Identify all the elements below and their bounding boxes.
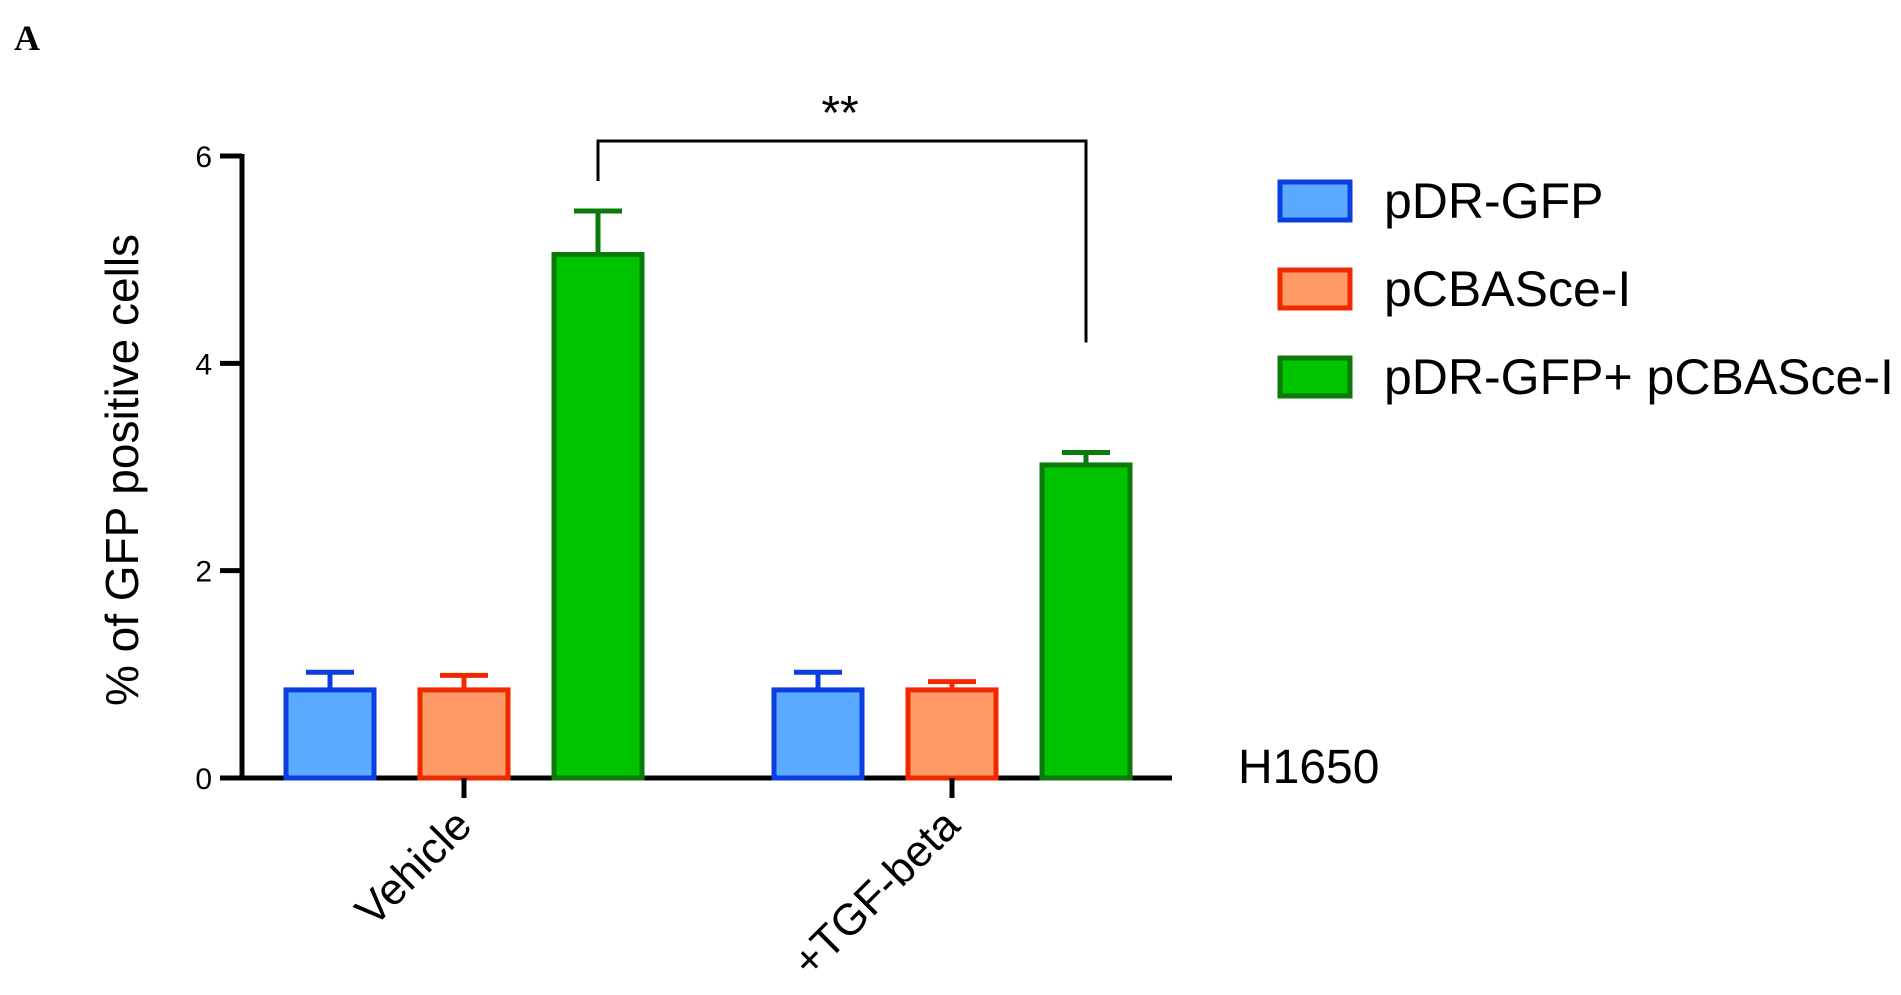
cell-line-label: H1650 <box>1238 741 1379 794</box>
y-axis-title: % of GFP positive cells <box>96 234 148 706</box>
legend-label: pDR-GFP+ pCBASce-I <box>1384 349 1894 405</box>
y-tick-label: 4 <box>195 348 212 381</box>
y-tick-label: 2 <box>195 556 212 589</box>
legend-label: pCBASce-I <box>1384 261 1631 317</box>
y-tick-label: 0 <box>195 763 212 796</box>
legend-swatch <box>1277 355 1353 399</box>
bars <box>283 208 1133 781</box>
legend-label: pDR-GFP <box>1384 173 1603 229</box>
bar <box>1039 462 1133 781</box>
x-tick-label: Vehicle <box>346 800 481 935</box>
legend-swatch <box>1277 267 1353 311</box>
x-ticks: Vehicle +TGF-beta <box>346 778 969 986</box>
bar <box>417 687 511 781</box>
panel-label: A <box>14 18 40 58</box>
bar <box>283 687 377 781</box>
bracket-line <box>596 139 1088 343</box>
legend-swatch <box>1277 179 1353 223</box>
significance-label: ** <box>821 87 858 140</box>
bar <box>551 251 645 781</box>
bar <box>771 687 865 781</box>
legend: pDR-GFP pCBASce-I pDR-GFP+ pCBASce-I <box>1277 173 1894 405</box>
significance-bracket: ** <box>596 87 1088 343</box>
y-tick-label: 6 <box>195 141 212 174</box>
plot-area: 0 2 4 6 Vehicle +TGF-beta ** <box>195 87 1172 986</box>
y-ticks: 0 2 4 6 <box>195 141 242 796</box>
bar <box>905 687 999 781</box>
x-tick-label: +TGF-beta <box>783 800 969 986</box>
